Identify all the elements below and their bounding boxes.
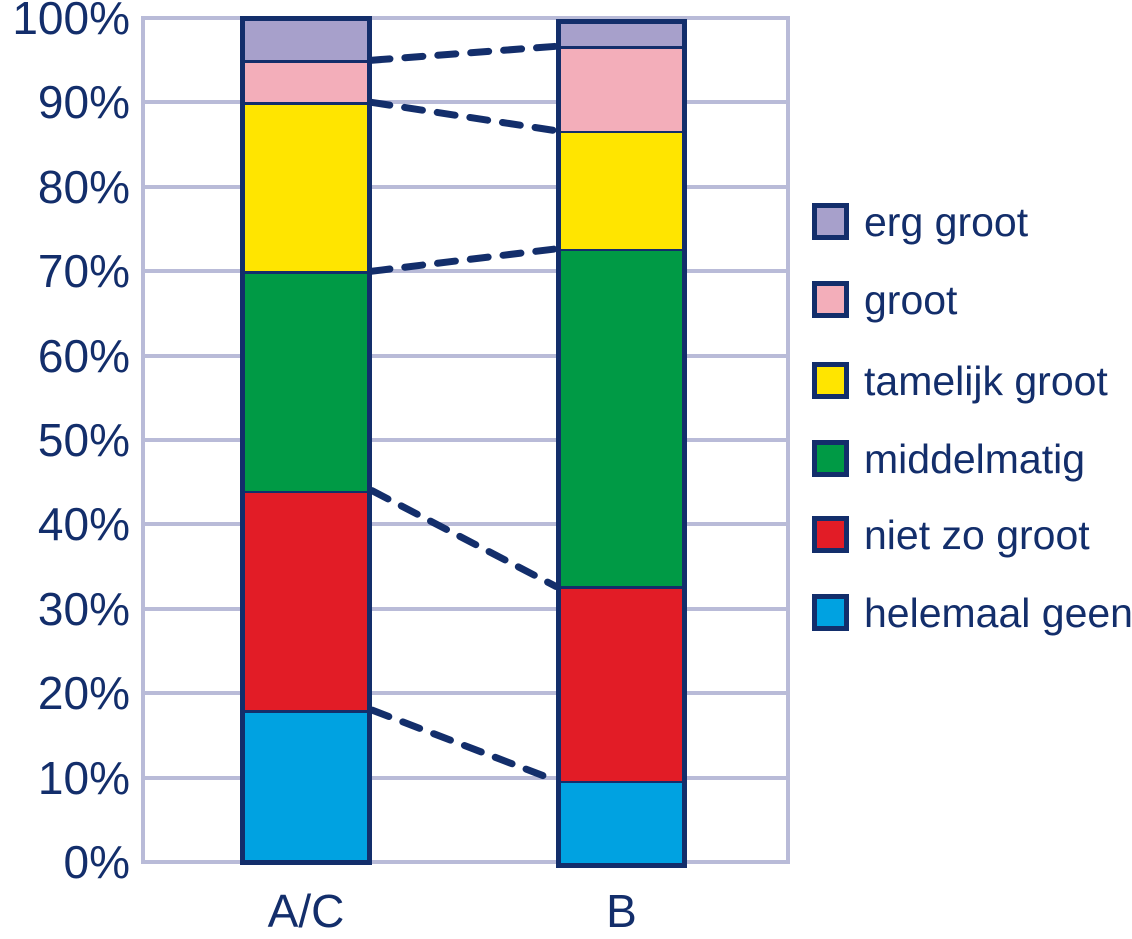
y-tick-label: 50% (37, 414, 130, 466)
bar-segment-niet-zo-groot-ac (240, 490, 372, 711)
legend-label: groot (864, 276, 958, 323)
segment-boundary (556, 43, 687, 49)
segment-boundary (240, 707, 372, 713)
segment-boundary (240, 268, 372, 274)
bar-segment-helemaal-geen-b (556, 780, 687, 865)
gridline (143, 775, 788, 780)
segment-boundary (240, 488, 372, 494)
y-tick-label: 30% (37, 582, 130, 635)
y-tick-label: 70% (37, 245, 130, 298)
legend-label: middelmatig (864, 435, 1086, 482)
bar-segment-helemaal-geen-ac (240, 710, 372, 862)
bar-segment-middelmatig-b (556, 248, 687, 587)
bar-outline (556, 19, 687, 868)
bar-segment-niet-zo-groot-b (556, 586, 687, 781)
segment-boundary (240, 57, 372, 63)
connector-dashed-line (368, 245, 560, 275)
gridline (143, 184, 788, 189)
y-tick-label: 80% (37, 160, 130, 213)
y-tick-label: 0% (63, 836, 130, 888)
plot-right-edge (786, 16, 790, 864)
y-tick-label: 20% (37, 667, 130, 720)
gridline (143, 522, 788, 527)
connector-dashed-line (368, 42, 560, 64)
gridline (143, 269, 788, 274)
x-category-label: A/C (267, 885, 345, 937)
y-tick-label: 40% (37, 498, 130, 551)
y-axis-line (141, 16, 145, 864)
x-category-label: B (606, 885, 637, 937)
gridline (143, 353, 788, 358)
gridline (143, 100, 788, 105)
segment-boundary (556, 583, 687, 589)
bar-segment-groot-b (556, 46, 687, 131)
segment-boundary (240, 99, 372, 105)
bar-segment-erg-groot-ac (240, 18, 372, 61)
connector-dashed-line (368, 706, 560, 785)
gridline (143, 860, 788, 864)
bar-segment-tamelijk-groot-b (556, 130, 687, 249)
legend-swatch-helemaal-geen (812, 594, 849, 631)
bar-segment-groot-ac (240, 60, 372, 103)
connector-dashed-line (368, 98, 560, 135)
segment-boundary (556, 778, 687, 784)
gridline (143, 16, 788, 20)
gridline (143, 691, 788, 696)
y-tick-label: 100% (12, 0, 130, 44)
segment-boundary (556, 128, 687, 134)
y-tick-label: 60% (37, 329, 130, 382)
y-tick-label: 10% (37, 751, 130, 804)
gridline (143, 606, 788, 611)
legend-label: niet zo groot (864, 511, 1090, 558)
legend-swatch-groot (812, 281, 849, 318)
legend-label: erg groot (864, 198, 1029, 245)
bar-segment-middelmatig-ac (240, 271, 372, 491)
gridline (143, 438, 788, 442)
bar-outline (240, 16, 372, 865)
y-tick-label: 90% (37, 76, 130, 129)
legend-swatch-erg-groot (812, 203, 849, 240)
legend-label: helemaal geen (864, 589, 1132, 636)
segment-boundary (556, 246, 687, 252)
legend-swatch-tamelijk-groot (812, 362, 849, 399)
connector-dashed-line (368, 487, 560, 590)
legend-swatch-niet-zo-groot (812, 516, 849, 553)
bar-segment-erg-groot-b (556, 21, 687, 47)
legend-label: tamelijk groot (864, 357, 1108, 404)
legend-swatch-middelmatig (812, 440, 849, 477)
bar-segment-tamelijk-groot-ac (240, 102, 372, 272)
